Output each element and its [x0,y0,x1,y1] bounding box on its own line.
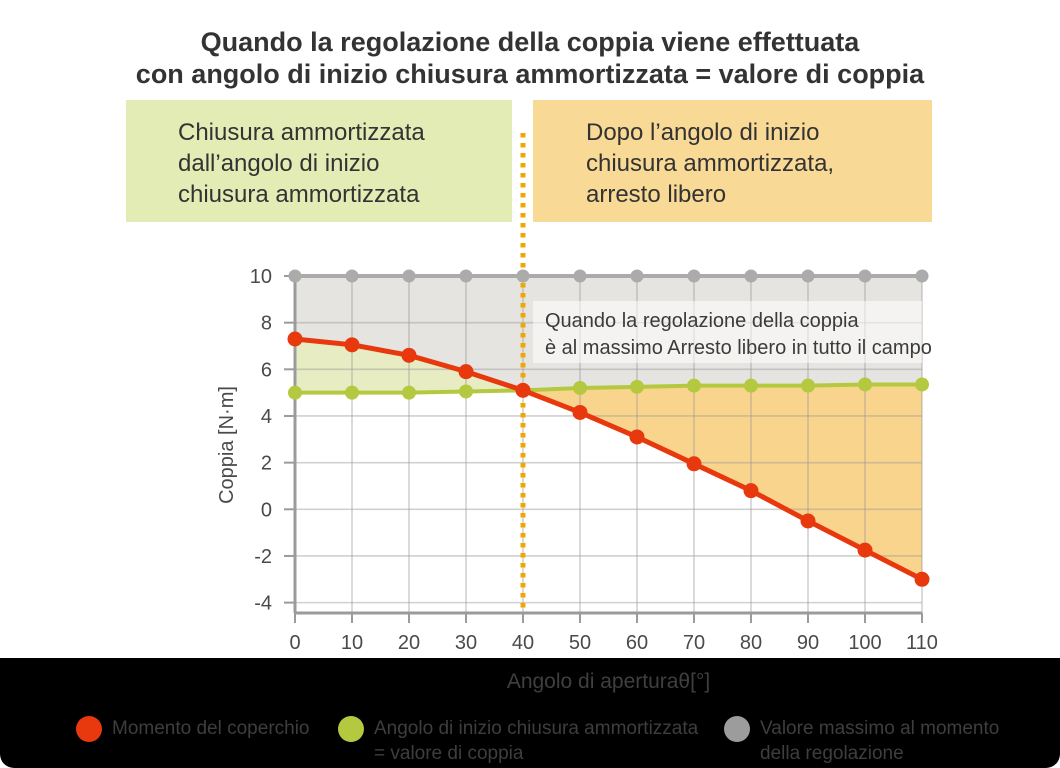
data-point [800,513,816,529]
series-line [294,336,924,582]
data-point [687,378,701,393]
data-point [516,269,530,283]
data-point [915,377,929,392]
data-point [345,269,359,283]
data-point [629,429,645,445]
legend-dot-gray [724,716,750,742]
callout-damped-closing: Chiusura ammortizzata dall’angolo di ini… [126,100,512,222]
data-point [686,456,702,472]
legend-item-max-value: Valore massimo al momento della regolazi… [724,716,999,766]
svg-text:10: 10 [341,632,363,654]
page-title-line2: con angolo di inizio chiusura ammortizza… [135,59,925,89]
data-point [630,269,644,283]
page-title-line1: Quando la regolazione della coppia viene… [200,27,860,57]
legend-label: Valore massimo al momento della regolazi… [760,718,1000,764]
svg-text:8: 8 [261,313,272,335]
data-point [402,269,416,283]
svg-text:0: 0 [261,499,272,521]
legend-label: Angolo di inizio chiusura ammortizzata =… [374,718,699,764]
svg-text:è al massimo Arresto libero in: è al massimo Arresto libero in tutto il … [545,337,932,359]
data-point [687,269,701,283]
footer-bar: Angolo di aperturaθ[°] Momento del coper… [0,658,1060,768]
data-point [573,269,587,283]
data-point [287,331,303,347]
data-point [858,377,872,392]
data-point [515,382,531,398]
data-point [915,269,929,283]
callout-damped-closing-text: Chiusura ammortizzata dall’angolo di ini… [178,119,425,208]
svg-text:30: 30 [455,632,477,654]
legend-label: Momento del coperchio [112,718,310,739]
legend-dot-green [338,716,364,742]
data-point [744,269,758,283]
svg-text:90: 90 [797,632,819,654]
page-title: Quando la regolazione della coppia viene… [0,26,1060,90]
data-point [288,385,302,400]
data-point [743,483,759,499]
svg-text:-2: -2 [254,546,272,568]
legend-item-damped-closing-angle: Angolo di inizio chiusura ammortizzata =… [338,716,698,766]
data-point [744,378,758,393]
legend-dot-red [76,716,102,742]
svg-text:40: 40 [512,632,534,654]
series-line [295,382,922,395]
data-point [801,378,815,393]
svg-text:50: 50 [569,632,591,654]
data-point [914,571,930,587]
svg-text:110: 110 [906,632,938,654]
data-point [288,269,302,283]
data-point [572,404,588,420]
data-point [459,269,473,283]
svg-text:4: 4 [261,406,272,428]
data-point [858,269,872,283]
data-point [630,379,644,394]
svg-text:-4: -4 [254,593,272,615]
x-axis-title: Angolo di aperturaθ[°] [506,670,711,693]
y-axis-title: Coppia [N·m] [216,386,238,504]
svg-text:6: 6 [261,359,272,381]
svg-text:100: 100 [848,632,881,654]
data-point [458,364,474,380]
svg-text:10: 10 [250,266,272,288]
data-point [345,385,359,400]
data-point [402,385,416,400]
annotation-free-stop: Quando la regolazione della coppia è al m… [533,301,932,363]
svg-text:2: 2 [261,453,272,475]
data-point [573,380,587,395]
svg-text:20: 20 [398,632,420,654]
data-point [401,347,417,363]
callout-free-stop-text: Dopo l’angolo di inizio chiusura ammorti… [586,119,835,208]
svg-text:80: 80 [740,632,762,654]
svg-text:0: 0 [289,632,300,654]
data-point [801,269,815,283]
callout-free-stop: Dopo l’angolo di inizio chiusura ammorti… [533,100,932,222]
svg-text:60: 60 [626,632,648,654]
data-point [857,542,873,558]
svg-text:Quando la regolazione della co: Quando la regolazione della coppia [545,310,859,332]
data-point [459,384,473,399]
svg-text:70: 70 [683,632,705,654]
data-point [344,337,360,353]
series-0 [287,331,930,587]
series-2 [288,269,929,283]
legend-item-lid-moment: Momento del coperchio [76,716,310,742]
